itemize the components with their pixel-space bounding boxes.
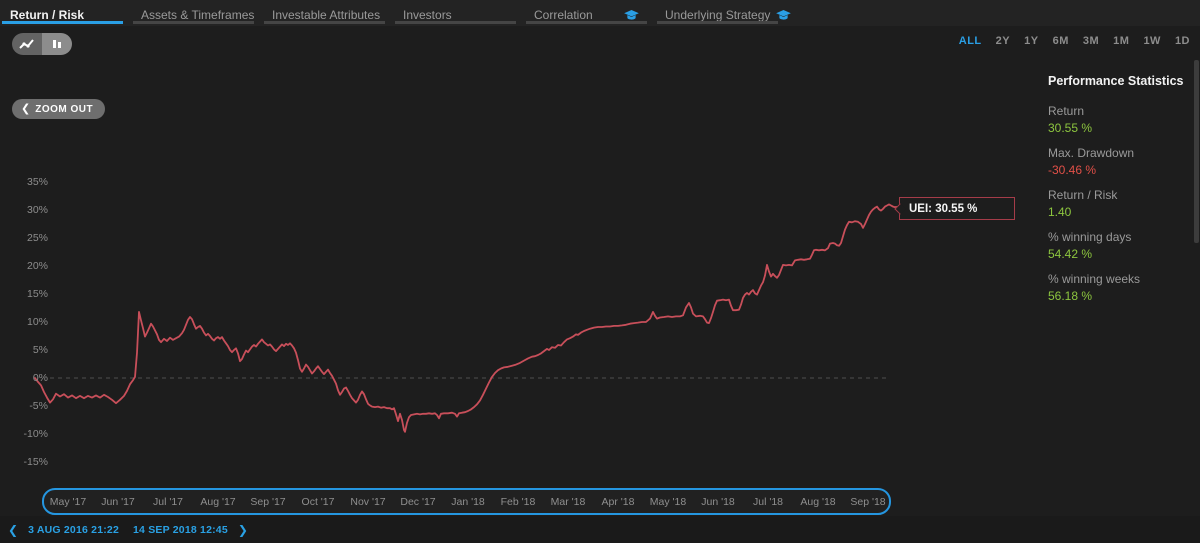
x-axis-tick: Jun '17 xyxy=(101,496,135,508)
y-axis-tick: 10% xyxy=(26,316,48,328)
stat-item: % winning weeks 56.18 % xyxy=(1048,272,1188,303)
x-axis-tick: Apr '18 xyxy=(601,496,635,508)
x-axis-tick: Jan '18 xyxy=(451,496,485,508)
tab-label: Underlying Strategy xyxy=(665,8,771,22)
stat-value: 1.40 xyxy=(1048,205,1072,219)
x-axis-tick: Nov '17 xyxy=(350,496,386,508)
y-axis-tick: 0% xyxy=(32,372,48,384)
range-option-3m[interactable]: 3M xyxy=(1082,35,1100,47)
tab-underlying-strategy[interactable]: Underlying Strategy xyxy=(655,0,792,26)
range-option-1y[interactable]: 1Y xyxy=(1024,35,1039,47)
x-axis-tick: Aug '18 xyxy=(800,496,836,508)
graduation-cap-icon xyxy=(776,9,792,20)
tab-investors[interactable]: Investors xyxy=(393,0,518,26)
x-axis-tick: Sep '17 xyxy=(250,496,286,508)
chart-type-toggle xyxy=(12,33,72,55)
price-line xyxy=(34,203,898,433)
stat-label: % winning days xyxy=(1048,230,1132,244)
tab-label: Assets & Timeframes xyxy=(141,8,255,22)
y-axis-tick: 25% xyxy=(26,232,48,244)
zoom-out-label: ZOOM OUT xyxy=(35,103,94,115)
tab-label: Investable Attributes xyxy=(272,8,381,22)
x-axis-tick: Sep '18 xyxy=(850,496,886,508)
y-axis-tick: 20% xyxy=(26,260,48,272)
chevron-left-icon: ❮ xyxy=(21,102,31,115)
y-axis-tick: 30% xyxy=(26,204,48,216)
stat-item: Return 30.55 % xyxy=(1048,104,1188,135)
time-range-selector: ALL 2Y 1Y 6M 3M 1M 1W 1D xyxy=(959,35,1190,47)
stat-value: 30.55 % xyxy=(1048,121,1093,135)
y-axis-tick: -15% xyxy=(23,456,48,468)
chevron-left-icon[interactable]: ❮ xyxy=(8,522,19,537)
x-axis-tick: Oct '17 xyxy=(301,496,335,508)
range-option-1w[interactable]: 1W xyxy=(1143,35,1161,47)
y-axis-tick: -5% xyxy=(29,400,48,412)
range-option-all[interactable]: ALL xyxy=(958,35,982,47)
y-axis-tick: 5% xyxy=(32,344,48,356)
x-axis-tick: Jul '18 xyxy=(752,496,784,508)
x-axis-tick: Jun '18 xyxy=(701,496,735,508)
y-axis-tick: 35% xyxy=(26,176,48,188)
stats-items: Return 30.55 % Max. Drawdown -30.46 % Return… xyxy=(1048,104,1188,303)
tab-label: Return / Risk xyxy=(10,8,85,22)
stat-item: Return / Risk 1.40 xyxy=(1048,188,1188,219)
line-chart-toggle-button[interactable] xyxy=(12,33,42,55)
tab-correlation[interactable]: Correlation xyxy=(524,0,649,26)
x-axis-tick: Mar '18 xyxy=(550,496,586,508)
performance-statistics-panel: Performance Statistics Return 30.55 % Max.… xyxy=(1048,74,1188,314)
stat-label: Max. Drawdown xyxy=(1048,146,1135,160)
range-option-2y[interactable]: 2Y xyxy=(995,35,1011,47)
tab-assets-timeframes[interactable]: Assets & Timeframes xyxy=(131,0,256,26)
candlestick-chart-toggle-button[interactable] xyxy=(42,33,72,55)
y-axis-tick: 15% xyxy=(26,288,48,300)
stat-value: 54.42 % xyxy=(1048,247,1093,261)
y-axis-tick: -10% xyxy=(23,428,48,440)
chevron-right-icon[interactable]: ❯ xyxy=(237,522,248,537)
stats-title: Performance Statistics xyxy=(1048,74,1184,88)
stat-value: -30.46 % xyxy=(1048,163,1097,177)
stat-label: Return / Risk xyxy=(1048,188,1118,202)
x-axis-tick: May '17 xyxy=(49,496,87,508)
x-axis-tick: May '18 xyxy=(649,496,687,508)
date-range-bar: ❮ 3 AUG 2016 21:22 14 SEP 2018 12:45 ❯ xyxy=(0,516,1200,543)
line-chart-icon xyxy=(19,39,34,49)
end-date: 14 SEP 2018 12:45 xyxy=(133,523,228,536)
range-option-1d[interactable]: 1D xyxy=(1174,35,1190,47)
stat-label: % winning weeks xyxy=(1048,272,1141,286)
x-axis-tick: Aug '17 xyxy=(200,496,236,508)
last-value-callout: UEI: 30.55 % xyxy=(894,197,1015,220)
range-option-1m[interactable]: 1M xyxy=(1113,35,1130,47)
tab-label: Correlation xyxy=(534,8,593,22)
stat-item: Max. Drawdown -30.46 % xyxy=(1048,146,1188,177)
range-option-6m[interactable]: 6M xyxy=(1052,35,1069,47)
timeline-selection-box[interactable] xyxy=(42,488,891,515)
vertical-scrollbar[interactable] xyxy=(1194,60,1199,243)
stat-value: 56.18 % xyxy=(1048,289,1093,303)
zoom-out-button[interactable]: ❮ ZOOM OUT xyxy=(12,99,106,119)
tab-bar: Return / Risk Assets & Timeframes Investab… xyxy=(0,0,1200,26)
tab-return-risk[interactable]: Return / Risk xyxy=(0,0,125,26)
callout-label: UEI: 30.55 % xyxy=(909,202,978,215)
x-axis-tick: Jul '17 xyxy=(152,496,184,508)
tab-label: Investors xyxy=(403,8,452,22)
start-date: 3 AUG 2016 21:22 xyxy=(28,523,120,536)
stat-label: Return xyxy=(1048,104,1085,118)
x-axis-tick: Dec '17 xyxy=(400,496,436,508)
candlestick-chart-icon xyxy=(53,40,61,48)
graduation-cap-icon xyxy=(624,9,639,20)
x-axis-tick: Feb '18 xyxy=(500,496,536,508)
tab-investable-attributes[interactable]: Investable Attributes xyxy=(262,0,387,26)
stat-item: % winning days 54.42 % xyxy=(1048,230,1188,261)
